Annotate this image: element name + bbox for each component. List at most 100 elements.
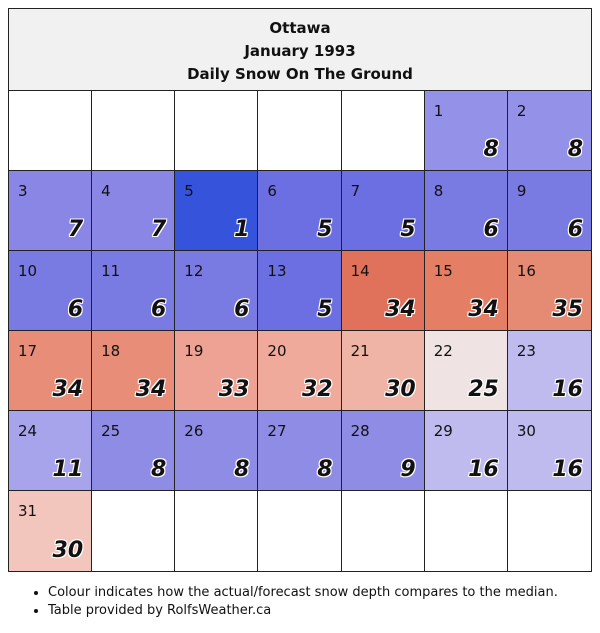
empty-cell <box>341 91 425 171</box>
day-cell: 22 25 <box>424 331 508 411</box>
empty-cell <box>175 91 259 171</box>
day-cell: 17 34 <box>9 331 93 411</box>
snow-depth-value: 8 <box>317 457 333 482</box>
calendar-grid: 1 8 2 8 3 7 4 7 5 1 6 5 7 5 8 6 9 6 10 6 11 6 12 6 13 5 14 34 15 34 16… <box>9 91 591 571</box>
day-cell: 11 6 <box>92 251 176 331</box>
day-number: 1 <box>433 102 444 120</box>
empty-cell <box>424 491 508 571</box>
day-number: 10 <box>18 262 38 280</box>
day-cell: 29 16 <box>424 411 508 491</box>
day-number: 7 <box>350 182 361 200</box>
day-cell: 12 6 <box>175 251 259 331</box>
day-cell: 13 5 <box>258 251 342 331</box>
day-number: 13 <box>267 262 287 280</box>
snow-depth-value: 5 <box>400 217 416 242</box>
day-cell: 27 8 <box>258 411 342 491</box>
snow-depth-value: 7 <box>150 217 167 242</box>
snow-depth-value: 8 <box>150 457 167 482</box>
day-cell: 21 30 <box>341 331 425 411</box>
snow-depth-value: 34 <box>135 377 167 402</box>
day-cell: 23 16 <box>507 331 591 411</box>
day-number: 19 <box>184 342 204 360</box>
empty-cell <box>92 91 176 171</box>
snow-depth-value: 34 <box>52 377 84 402</box>
snow-depth-value: 6 <box>67 297 84 322</box>
day-number: 24 <box>18 422 38 440</box>
day-cell: 14 34 <box>341 251 425 331</box>
day-cell: 19 33 <box>175 331 259 411</box>
day-cell: 24 11 <box>9 411 93 491</box>
day-cell: 30 16 <box>507 411 591 491</box>
day-number: 21 <box>350 342 370 360</box>
empty-cell <box>258 91 342 171</box>
empty-cell <box>341 491 425 571</box>
snow-depth-value: 8 <box>483 137 499 162</box>
day-cell: 18 34 <box>92 331 176 411</box>
day-cell: 15 34 <box>424 251 508 331</box>
snow-depth-value: 32 <box>301 377 333 402</box>
day-cell: 25 8 <box>92 411 176 491</box>
snow-depth-value: 16 <box>552 457 583 482</box>
empty-cell <box>258 491 342 571</box>
day-number: 20 <box>267 342 287 360</box>
day-number: 27 <box>267 422 287 440</box>
day-number: 28 <box>350 422 370 440</box>
snow-depth-value: 11 <box>52 457 84 482</box>
month-title: January 1993 <box>244 42 356 60</box>
empty-cell <box>92 491 176 571</box>
snow-depth-value: 35 <box>552 297 583 322</box>
calendar-header: Ottawa January 1993 Daily Snow On The Gr… <box>9 9 591 91</box>
empty-cell <box>507 491 591 571</box>
snow-depth-value: 5 <box>317 297 333 322</box>
snow-depth-value: 30 <box>52 538 84 563</box>
notes-list: Colour indicates how the actual/forecast… <box>30 584 558 620</box>
day-number: 5 <box>184 182 194 200</box>
day-number: 17 <box>18 342 38 360</box>
day-number: 16 <box>516 262 536 280</box>
snow-depth-value: 6 <box>234 297 250 322</box>
snow-depth-value: 25 <box>468 377 499 402</box>
snow-depth-value: 1 <box>234 217 250 242</box>
day-number: 8 <box>433 182 444 200</box>
snow-depth-value: 8 <box>567 137 583 162</box>
day-cell: 28 9 <box>341 411 425 491</box>
day-cell: 31 30 <box>9 491 93 571</box>
snow-calendar: Ottawa January 1993 Daily Snow On The Gr… <box>8 8 592 572</box>
day-number: 11 <box>101 262 121 280</box>
empty-cell <box>175 491 259 571</box>
snow-depth-value: 34 <box>385 297 416 322</box>
day-cell: 20 32 <box>258 331 342 411</box>
day-number: 26 <box>184 422 204 440</box>
snow-depth-value: 30 <box>385 377 416 402</box>
note-colour: Colour indicates how the actual/forecast… <box>48 584 558 602</box>
day-number: 14 <box>350 262 370 280</box>
snow-depth-value: 7 <box>67 217 84 242</box>
snow-depth-value: 6 <box>483 217 499 242</box>
day-number: 23 <box>516 342 536 360</box>
day-cell: 26 8 <box>175 411 259 491</box>
metric-title: Daily Snow On The Ground <box>187 65 413 83</box>
day-cell: 16 35 <box>507 251 591 331</box>
snow-depth-value: 33 <box>218 377 250 402</box>
empty-cell <box>9 91 93 171</box>
snow-depth-value: 9 <box>400 457 416 482</box>
day-number: 31 <box>18 502 38 520</box>
snow-depth-value: 6 <box>567 217 583 242</box>
snow-depth-value: 5 <box>317 217 333 242</box>
day-number: 30 <box>516 422 536 440</box>
snow-depth-value: 8 <box>234 457 250 482</box>
day-number: 3 <box>18 182 28 200</box>
snow-depth-value: 16 <box>468 457 499 482</box>
day-cell: 10 6 <box>9 251 93 331</box>
note-credit: Table provided by RolfsWeather.ca <box>48 602 558 620</box>
day-number: 4 <box>101 182 111 200</box>
